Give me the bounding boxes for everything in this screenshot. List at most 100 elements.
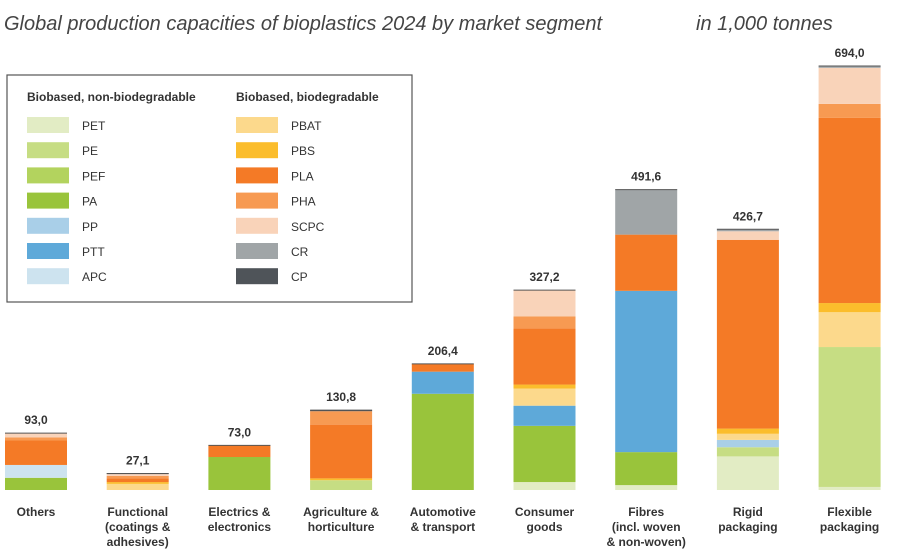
legend-label: PET [82, 119, 106, 133]
bar-segment [615, 234, 678, 291]
bar-segment [615, 452, 678, 486]
total-label: 206,4 [428, 344, 458, 358]
legend-label: PP [82, 220, 98, 234]
total-label: 694,0 [835, 46, 865, 60]
legend-swatch [236, 142, 278, 159]
legend-label: PE [82, 144, 98, 158]
bar-segment [310, 411, 373, 425]
bar-segment [716, 428, 779, 434]
legend-box [6, 74, 413, 303]
bar-segment [5, 477, 67, 490]
bar-segment [5, 437, 67, 441]
bar-segment [615, 290, 678, 453]
bar-segment [818, 312, 881, 348]
bar-segment [818, 117, 881, 304]
x-tick-label: Functional (coatings & adhesives) [105, 505, 171, 549]
bar-segment [818, 303, 881, 313]
bar-segment [106, 475, 169, 479]
x-tick-label: Consumer goods [515, 505, 575, 534]
legend-title: Biobased, non-biodegradable [27, 90, 196, 104]
legend-label: PBAT [291, 119, 322, 133]
legend-label: PBS [291, 144, 315, 158]
bar-segment [310, 410, 373, 412]
legend-swatch [27, 142, 69, 159]
bar-segment [716, 439, 779, 448]
legend-label: CR [291, 245, 309, 259]
total-label: 327,2 [529, 270, 559, 284]
x-tick-label: Fibres (incl. woven & non-woven) [607, 505, 686, 549]
legend-label: PHA [291, 195, 316, 209]
bar-segment [818, 486, 881, 490]
bar-segment [411, 371, 474, 394]
legend-label: PTT [82, 245, 105, 259]
total-label: 130,8 [326, 390, 356, 404]
total-label: 73,0 [228, 425, 252, 439]
bar-segment [513, 425, 576, 483]
bar-segment [513, 388, 576, 406]
chart-subtitle: in 1,000 tonnes [696, 13, 833, 35]
total-label: 27,1 [126, 453, 150, 467]
x-tick-label: Flexible packaging [820, 505, 879, 534]
bar-segment [513, 482, 576, 490]
bar-segment [716, 231, 779, 240]
legend-swatch [27, 117, 69, 133]
bar-segment [716, 456, 779, 490]
bar-segment [615, 485, 678, 490]
bar-segment [411, 363, 474, 372]
bar-segment [513, 290, 576, 317]
bar-segment [716, 433, 779, 440]
legend-swatch [236, 117, 278, 133]
bar-segment [716, 229, 779, 232]
x-tick-label: Electrics & electronics [208, 505, 272, 534]
bar-segment [106, 474, 169, 476]
legend-label: PA [82, 195, 97, 209]
legend-swatch [27, 268, 69, 285]
x-tick-label: Automotive & transport [410, 505, 476, 534]
bar-segment [5, 464, 67, 478]
legend-label: PLA [291, 169, 314, 183]
total-label: 93,0 [24, 413, 48, 427]
x-tick-label: Agriculture & horticulture [303, 505, 379, 534]
legend-label: CP [291, 270, 308, 284]
bar-segment [716, 447, 779, 457]
legend-swatch [236, 167, 278, 184]
bar-segment [106, 478, 169, 483]
bar-segment [818, 67, 881, 104]
bar-segment [716, 239, 779, 429]
legend-label: PEF [82, 169, 105, 183]
bar-segment [513, 328, 576, 385]
x-tick-label: Rigid packaging [718, 505, 777, 534]
legend-title: Biobased, biodegradable [236, 90, 379, 104]
bar-segment [106, 482, 169, 484]
legend-swatch [27, 243, 69, 259]
bar-segment [106, 483, 169, 490]
legend-swatch [236, 217, 278, 234]
bar-segment [208, 445, 271, 458]
bar-segment [310, 478, 373, 481]
x-tick-label: Others [17, 505, 56, 519]
bar-segment [615, 189, 678, 235]
legend-label: APC [82, 270, 107, 284]
bar-segment [513, 384, 576, 389]
legend-swatch [236, 243, 278, 259]
bar-segment [310, 480, 373, 490]
bar-segment [5, 440, 67, 465]
bar-segment [513, 405, 576, 426]
bar-segment [411, 393, 474, 490]
bar-segment [208, 457, 271, 490]
legend-label: SCPC [291, 220, 325, 234]
bar-segment [818, 347, 881, 487]
chart-title: Global production capacities of bioplast… [4, 13, 604, 35]
bar-segment [5, 433, 67, 438]
total-label: 426,7 [733, 209, 763, 223]
total-label: 491,6 [631, 170, 661, 184]
bar-segment [818, 103, 881, 118]
bar-segment [818, 66, 881, 68]
legend-swatch [27, 217, 69, 234]
legend-swatch [236, 268, 278, 285]
bar-segment [310, 424, 373, 479]
legend-swatch [27, 167, 69, 184]
legend-swatch [27, 192, 69, 209]
legend-swatch [236, 192, 278, 209]
